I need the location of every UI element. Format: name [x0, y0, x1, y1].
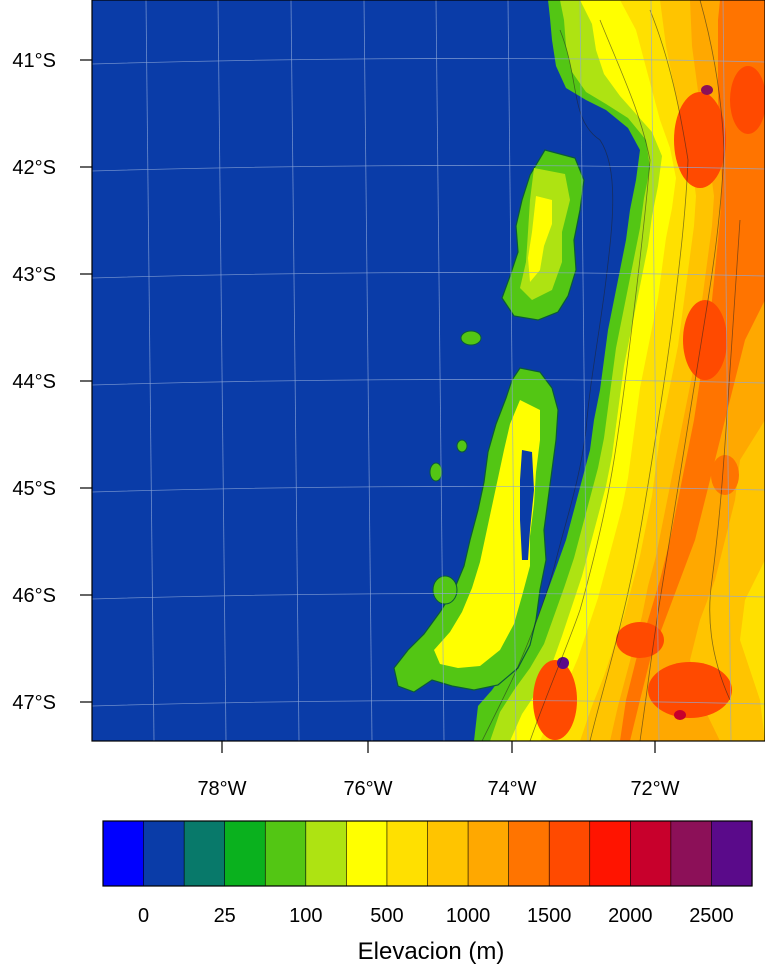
- graticule-parallel: [92, 700, 765, 707]
- chiloe-island-core: [528, 196, 552, 282]
- peak-area-north-east: [730, 66, 765, 134]
- colorbar-label: 25: [214, 905, 236, 927]
- graticule-lines: [92, 0, 765, 741]
- graticule-parallel: [92, 379, 765, 386]
- colorbar-title: Elevacion (m): [358, 938, 505, 965]
- peak-area-central: [616, 622, 664, 658]
- graticule-meridian: [363, 0, 373, 741]
- contour-lines: [481, 0, 741, 741]
- colorbar-label: 2000: [608, 905, 653, 927]
- latitude-label: 44°S: [12, 371, 56, 393]
- colorbar-swatch: [548, 820, 591, 887]
- graticule-meridian: [435, 0, 445, 741]
- latitude-label: 47°S: [12, 692, 56, 714]
- graticule-meridian: [145, 0, 155, 741]
- guafo-islet: [460, 330, 482, 346]
- graticule-parallel: [92, 593, 765, 600]
- summit-north: [701, 85, 713, 95]
- latitude-label: 45°S: [12, 478, 56, 500]
- chonos-west-islet: [429, 462, 443, 482]
- chonos-mid-islet: [456, 439, 468, 453]
- chonos-archipelago-inner: [434, 400, 540, 668]
- colorbar-swatch: [102, 820, 145, 887]
- colorbar-swatch: [143, 820, 185, 887]
- colorbar: 0 25 100 500 1000 1500 2000 2500: [102, 820, 753, 927]
- colorbar-label: 0: [138, 905, 149, 927]
- longitude-label: 72°W: [630, 778, 679, 800]
- graticule-meridian: [650, 0, 660, 741]
- graticule-meridian: [507, 0, 517, 741]
- graticule-meridian: [722, 0, 732, 741]
- colorbar-frame: [102, 820, 753, 887]
- longitude-label: 78°W: [197, 778, 246, 800]
- colorbar-swatch: [589, 820, 631, 887]
- colorbar-swatch: [711, 820, 753, 887]
- longitude-label: 76°W: [343, 778, 392, 800]
- colorbar-label: 1500: [527, 905, 572, 927]
- latitude-axis: 41°S 42°S 43°S 44°S 45°S 46°S 47°S: [12, 50, 92, 714]
- colorbar-swatch: [183, 820, 226, 887]
- map-frame: [91, 0, 765, 742]
- graticule-parallel: [92, 486, 765, 493]
- land-layer: [393, 0, 765, 741]
- graticule-meridian: [579, 0, 589, 741]
- peak-area-southwest: [533, 660, 577, 740]
- colorbar-label: 500: [370, 905, 403, 927]
- longitude-axis: 78°W 76°W 74°W 72°W: [197, 741, 680, 800]
- colorbar-swatch: [305, 820, 347, 887]
- longitude-label: 74°W: [487, 778, 536, 800]
- colorbar-swatch: [427, 820, 469, 887]
- map-panel: [91, 0, 765, 742]
- latitude-label: 43°S: [12, 264, 56, 286]
- colorbar-swatch: [630, 820, 672, 887]
- chonos-channel: [520, 450, 534, 560]
- graticule-meridian: [290, 0, 300, 741]
- latitude-label: 46°S: [12, 585, 56, 607]
- graticule-parallel: [92, 58, 765, 65]
- peak-area-south: [648, 662, 732, 718]
- mainland-dark-orange: [620, 0, 765, 741]
- colorbar-label: 1000: [446, 905, 491, 927]
- colorbar-swatch: [508, 820, 550, 887]
- peak-area-north: [674, 92, 726, 188]
- colorbar-swatch: [670, 820, 713, 887]
- colorbar-label: 100: [289, 905, 322, 927]
- peak-area-mid: [683, 300, 727, 380]
- graticule-parallel: [92, 272, 765, 279]
- summit-southeast: [674, 710, 686, 720]
- peak-east-mid: [711, 455, 739, 495]
- colorbar-label: 2500: [689, 905, 734, 927]
- graticule-parallel: [92, 165, 765, 172]
- graticule-meridian: [217, 0, 227, 741]
- colorbar-swatch: [264, 820, 307, 887]
- colorbar-swatch: [346, 820, 388, 887]
- chonos-south-islet: [432, 575, 458, 605]
- colorbar-swatch: [386, 820, 429, 887]
- colorbar-swatch: [467, 820, 510, 887]
- latitude-label: 41°S: [12, 50, 56, 72]
- colorbar-swatch: [224, 820, 266, 887]
- latitude-label: 42°S: [12, 157, 56, 179]
- summit-south: [557, 657, 569, 669]
